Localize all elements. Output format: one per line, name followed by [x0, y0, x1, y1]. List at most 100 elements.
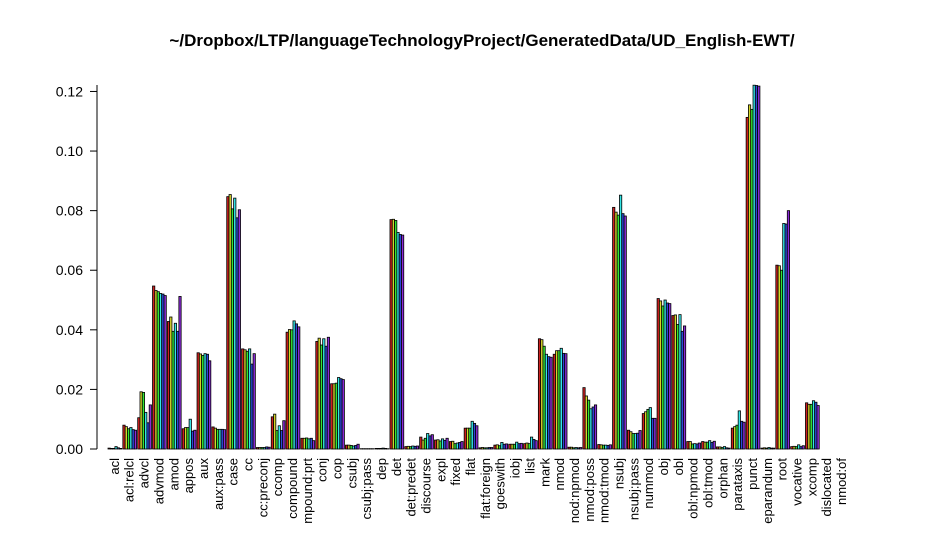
x-tick-label: iobj — [508, 458, 523, 478]
x-tick-label: acl — [107, 458, 122, 475]
bar-expl-s6 — [445, 437, 449, 450]
x-tick-label: cop — [330, 458, 345, 479]
x-tick-label: csubj — [344, 458, 359, 488]
x-tick-label: amod — [166, 458, 181, 491]
x-tick-label: discourse — [419, 458, 434, 514]
y-axis: 0.00 0.02 0.04 0.06 0.08 0.10 0.12 — [56, 83, 97, 457]
bar-det-predet-s6 — [415, 445, 419, 450]
bar-list-s6 — [534, 440, 538, 450]
y-tick-label: 0.04 — [56, 322, 83, 338]
bar-nmod-tmod-s6 — [608, 444, 612, 450]
bar-xcomp-s6 — [816, 405, 820, 450]
x-tick-label: vocative — [790, 458, 805, 506]
x-tick-label: flat:foreign — [478, 458, 493, 519]
bar-nsubj-s6 — [623, 215, 627, 450]
bar-reparandum-s6 — [772, 447, 776, 450]
x-tick-label: aux — [196, 458, 211, 479]
x-tick-label: obj — [656, 458, 671, 475]
bar-cop-s6 — [341, 379, 345, 450]
x-axis-labels: acl acl:relcl advcl advmod amod appos aux aux:p… — [107, 458, 849, 524]
bar-det-s6 — [401, 234, 405, 450]
y-tick-label: 0.08 — [56, 203, 83, 219]
bar-advcl-s6 — [148, 404, 152, 450]
x-tick-label: aux:pass — [211, 458, 226, 511]
x-tick-label: nmod — [552, 458, 567, 491]
x-tick-label: det:predet — [404, 458, 419, 517]
y-tick-label: 0.10 — [56, 143, 83, 159]
x-tick-label: punct — [745, 458, 760, 490]
bar-conj-s6 — [326, 336, 330, 450]
x-tick-label: cc — [240, 458, 255, 472]
bar-compound-prt-s6 — [312, 440, 316, 450]
bar-obl-s6 — [683, 325, 687, 450]
y-tick-label: 0.02 — [56, 381, 83, 397]
x-tick-label: nsubj — [611, 458, 626, 489]
bar-case-s6 — [237, 209, 241, 450]
x-tick-label: parataxis — [730, 458, 745, 511]
x-tick-label: expl — [433, 458, 448, 482]
bar-goeswith-s6 — [504, 443, 509, 450]
bar-nmod-npmod-s6 — [579, 447, 583, 450]
x-tick-label: orphan — [715, 458, 730, 498]
y-tick-label: 0.12 — [56, 83, 83, 99]
bar-fixed-s6 — [460, 441, 464, 450]
x-tick-label: det — [389, 458, 404, 476]
x-tick-label: nmod:of — [834, 458, 849, 505]
x-tick-label: obl:npmod — [686, 458, 701, 519]
x-tick-label: nmod:poss — [582, 458, 597, 522]
bar-nummod-s6 — [653, 417, 657, 450]
x-tick-label: nsubj:pass — [626, 458, 641, 521]
bar-ccomp-s6 — [282, 420, 286, 450]
bar-discourse-s6 — [430, 434, 434, 450]
bar-parataxis-s6 — [742, 421, 746, 450]
x-tick-label: list — [522, 458, 537, 474]
bar-orphan-s6 — [727, 447, 731, 450]
x-tick-label: advmod — [151, 458, 166, 504]
x-tick-label: mark — [537, 458, 552, 487]
x-tick-label: csubj:pass — [359, 458, 374, 520]
x-tick-label: conj — [315, 458, 330, 482]
bar-nmod-s6 — [564, 353, 568, 450]
x-tick-label: nmod:tmod — [597, 458, 612, 523]
bar-punct-s6 — [757, 85, 761, 450]
x-tick-label: compound — [285, 458, 300, 519]
x-tick-label: appos — [181, 458, 196, 494]
x-tick-label: obl:tmod — [701, 458, 716, 508]
bar-compound-s6 — [297, 326, 301, 450]
bar-acl-relcl-s6 — [133, 429, 138, 450]
bar-aux-s6 — [208, 360, 212, 450]
chart-title: ~/Dropbox/LTP/languageTechnologyProject/… — [169, 31, 794, 50]
x-tick-label: obl — [671, 458, 686, 475]
x-tick-label: goeswith — [493, 458, 508, 509]
bar-flat-s6 — [475, 425, 479, 450]
bar-cc-s6 — [252, 353, 256, 450]
x-tick-label: xcomp — [804, 458, 819, 496]
bar-vocative-s6 — [801, 445, 805, 450]
y-tick-label: 0.06 — [56, 262, 83, 278]
x-tick-label: dep — [374, 458, 389, 480]
bar-acl-s6 — [119, 448, 123, 450]
bar-root-s6 — [786, 210, 790, 450]
x-tick-label: nummod — [641, 458, 656, 509]
x-tick-label: cc:preconj — [255, 458, 270, 517]
x-tick-label: flat — [463, 458, 478, 476]
bar-nsubj-pass-s6 — [638, 430, 642, 450]
x-tick-label: mpound:prt — [300, 458, 315, 524]
x-tick-label: root — [775, 458, 790, 481]
bar-aux-pass-s6 — [222, 429, 227, 450]
y-tick-label: 0.00 — [56, 441, 83, 457]
bar-obj-s6 — [668, 303, 672, 450]
bar-advmod-s6 — [163, 295, 167, 450]
bar-nmod-poss-s6 — [593, 404, 598, 450]
x-tick-label: advcl — [137, 458, 152, 488]
bar-obl-tmod-s6 — [712, 440, 716, 450]
bar-mark-s6 — [549, 356, 553, 450]
x-tick-label: ccomp — [270, 458, 285, 496]
x-tick-label: eparandum — [760, 458, 775, 524]
bar-series-group — [107, 84, 820, 450]
bar-csubj-s6 — [356, 443, 360, 450]
x-tick-label: case — [226, 458, 241, 485]
x-tick-label: fixed — [448, 458, 463, 485]
bar-iobj-s6 — [519, 442, 523, 450]
